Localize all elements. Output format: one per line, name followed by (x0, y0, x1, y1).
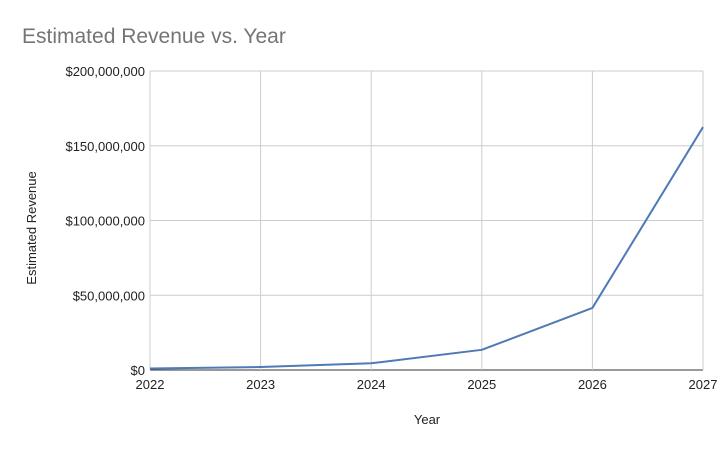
y-tick-label: $0 (131, 363, 145, 378)
x-tick-label: 2027 (689, 377, 718, 392)
y-tick-label: $50,000,000 (73, 288, 145, 303)
x-tick-label: 2022 (136, 377, 165, 392)
x-tick-label: 2025 (467, 377, 496, 392)
x-axis-title: Year (414, 412, 441, 427)
x-tick-label: 2023 (246, 377, 275, 392)
y-axis-title: Estimated Revenue (24, 171, 39, 284)
grid (149, 70, 704, 371)
series-layer (149, 126, 704, 370)
x-axis-ticks: 2022 2023 2024 2025 2026 2027 (136, 377, 718, 392)
x-tick-label: 2026 (578, 377, 607, 392)
chart-title: Estimated Revenue vs. Year (22, 25, 286, 48)
y-tick-label: $200,000,000 (65, 64, 145, 79)
x-tick-label: 2024 (357, 377, 386, 392)
y-tick-label: $100,000,000 (65, 214, 145, 229)
y-tick-label: $150,000,000 (65, 139, 145, 154)
y-axis-ticks: $0 $50,000,000 $100,000,000 $150,000,000 $20… (65, 64, 145, 378)
series-line (149, 126, 704, 370)
